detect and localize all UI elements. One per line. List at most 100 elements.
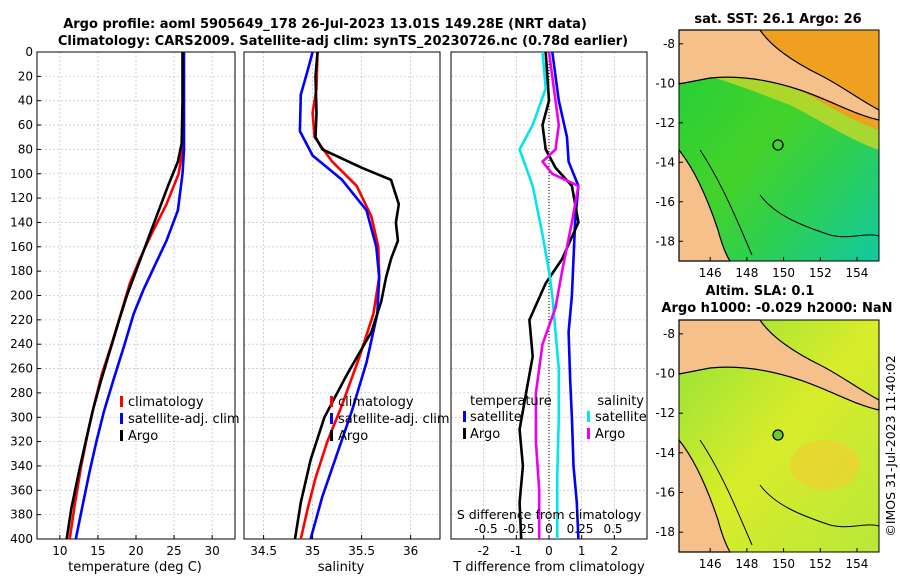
sla-map-panel: Altim. SLA: 0.1 Argo h1000: -0.029 h2000… bbox=[655, 284, 892, 571]
x-tick-label: 30 bbox=[205, 544, 220, 558]
top-tick-label: -0.25 bbox=[503, 522, 534, 536]
figure-title-line1: Argo profile: aoml 5905649_178 26-Jul-20… bbox=[63, 17, 587, 32]
map-y-tick-label: -18 bbox=[655, 234, 675, 248]
y-tick-label: 300 bbox=[10, 410, 33, 424]
map-x-tick-label: 150 bbox=[772, 557, 795, 571]
y-tick-label: 380 bbox=[10, 508, 33, 522]
map-y-tick-label: -12 bbox=[655, 116, 675, 130]
y-tick-label: 120 bbox=[10, 191, 33, 205]
sla-land-australia bbox=[678, 438, 732, 553]
map-x-tick-label: 154 bbox=[846, 266, 869, 280]
x-tick-label: 0 bbox=[545, 544, 553, 558]
sla-reef-outline bbox=[699, 439, 880, 546]
legend-swatch bbox=[587, 411, 590, 422]
map-y-tick-label: -16 bbox=[655, 486, 675, 500]
x-tick-label: 35 bbox=[305, 544, 320, 558]
legend-swatch bbox=[330, 430, 333, 441]
series-line-s-satellite bbox=[518, 51, 561, 539]
legend-label: Argo bbox=[595, 427, 625, 442]
map-y-tick-label: -10 bbox=[655, 367, 675, 381]
legend-label: satellite-adj. clim bbox=[338, 412, 450, 427]
top-tick-label: 0.5 bbox=[603, 522, 622, 536]
legend-swatch bbox=[120, 430, 123, 441]
y-tick-label: 180 bbox=[10, 264, 33, 278]
y-tick-label: 140 bbox=[10, 215, 33, 229]
y-tick-label: 320 bbox=[10, 435, 33, 449]
difference-panel: -2 -1 0 1 2 S difference from climatology -0… bbox=[450, 51, 648, 575]
sla-map-frame bbox=[678, 319, 880, 553]
y-tick-label: 260 bbox=[10, 362, 33, 376]
legend-swatch bbox=[330, 396, 333, 407]
x-tick-label: 35.5 bbox=[348, 544, 375, 558]
map-x-tick-label: 152 bbox=[809, 266, 832, 280]
legend-label: climatology bbox=[338, 395, 414, 410]
x-tick-label: 36 bbox=[403, 544, 418, 558]
y-tick-label: 220 bbox=[10, 313, 33, 327]
sla-high-anomaly bbox=[790, 440, 860, 490]
x-tick-label: 15 bbox=[90, 544, 105, 558]
top-tick-label: 0.25 bbox=[567, 522, 594, 536]
x-tick-label: 20 bbox=[128, 544, 143, 558]
legend-swatch bbox=[120, 396, 123, 407]
legend-label: climatology bbox=[128, 395, 204, 410]
y-tick-label: 200 bbox=[10, 289, 33, 303]
top-tick-label: -0.5 bbox=[474, 522, 497, 536]
y-tick-label: 20 bbox=[18, 69, 33, 83]
y-tick-label: 160 bbox=[10, 240, 33, 254]
sst-map-title: sat. SST: 26.1 Argo: 26 bbox=[694, 12, 861, 27]
x-tick-label: 2 bbox=[611, 544, 619, 558]
sst-reef-outline bbox=[699, 149, 880, 256]
figure-title-line2: Climatology: CARS2009. Satellite-adj cli… bbox=[58, 34, 628, 49]
y-tick-label: 0 bbox=[25, 45, 33, 59]
y-tick-label: 340 bbox=[10, 459, 33, 473]
series-line-t-satellite bbox=[551, 51, 580, 540]
legend-label: Argo bbox=[128, 429, 158, 444]
legend-label: satellite-adj. clim bbox=[128, 412, 240, 427]
sst-map-frame bbox=[678, 29, 880, 262]
map-x-tick-label: 146 bbox=[699, 557, 722, 571]
y-tick-label: 80 bbox=[18, 142, 33, 156]
map-y-tick-label: -16 bbox=[655, 195, 675, 209]
y-tick-label: 360 bbox=[10, 483, 33, 497]
salinity-axes-box bbox=[243, 51, 441, 540]
salinity-panel: 34.5 35 35.5 36 salinity climatology satelli… bbox=[243, 51, 450, 575]
map-x-tick-label: 148 bbox=[735, 266, 758, 280]
legend-label: satellite bbox=[595, 410, 647, 425]
legend-swatch bbox=[463, 428, 466, 439]
top-tick-label: 0 bbox=[545, 522, 553, 536]
x-tick-label: 25 bbox=[166, 544, 181, 558]
map-y-tick-label: -8 bbox=[663, 327, 675, 341]
map-y-tick-label: -12 bbox=[655, 406, 675, 420]
series-line-satellite-adj-clim bbox=[74, 52, 186, 540]
map-x-tick-label: 150 bbox=[772, 266, 795, 280]
x-tick-label: 34.5 bbox=[250, 544, 277, 558]
map-x-tick-label: 154 bbox=[846, 557, 869, 571]
legend-title-salinity: salinity bbox=[597, 394, 644, 409]
series-line-argo bbox=[65, 52, 184, 540]
map-y-tick-label: -8 bbox=[663, 37, 675, 51]
legend-swatch bbox=[587, 428, 590, 439]
y-tick-label: 40 bbox=[18, 94, 33, 108]
legend-swatch bbox=[120, 413, 123, 424]
map-x-tick-label: 148 bbox=[735, 557, 758, 571]
legend-title-temperature: temperature bbox=[470, 394, 552, 409]
series-line-t-argo bbox=[518, 51, 580, 540]
s-difference-label: S difference from climatology bbox=[457, 507, 642, 522]
series-line-argo bbox=[293, 51, 401, 540]
sst-map-panel: sat. SST: 26.1 Argo: 26 146 148 150 152 154 -… bbox=[655, 12, 880, 280]
map-x-tick-label: 146 bbox=[699, 266, 722, 280]
series-line-s-argo bbox=[534, 51, 580, 539]
legend-label: Argo bbox=[470, 427, 500, 442]
sla-argo-marker bbox=[772, 429, 784, 441]
sla-map-title-line2: Argo h1000: -0.029 h2000: NaN bbox=[661, 301, 892, 316]
t-difference-xlabel: T difference from climatology bbox=[452, 560, 645, 575]
x-tick-label: -1 bbox=[510, 544, 522, 558]
legend-swatch bbox=[463, 411, 466, 422]
y-tick-label: 100 bbox=[10, 167, 33, 181]
series-line-satellite-adj-clim bbox=[298, 51, 381, 540]
legend-swatch bbox=[330, 413, 333, 424]
legend-label: Argo bbox=[338, 429, 368, 444]
map-y-tick-label: -18 bbox=[655, 525, 675, 539]
y-tick-label: 60 bbox=[18, 118, 33, 132]
